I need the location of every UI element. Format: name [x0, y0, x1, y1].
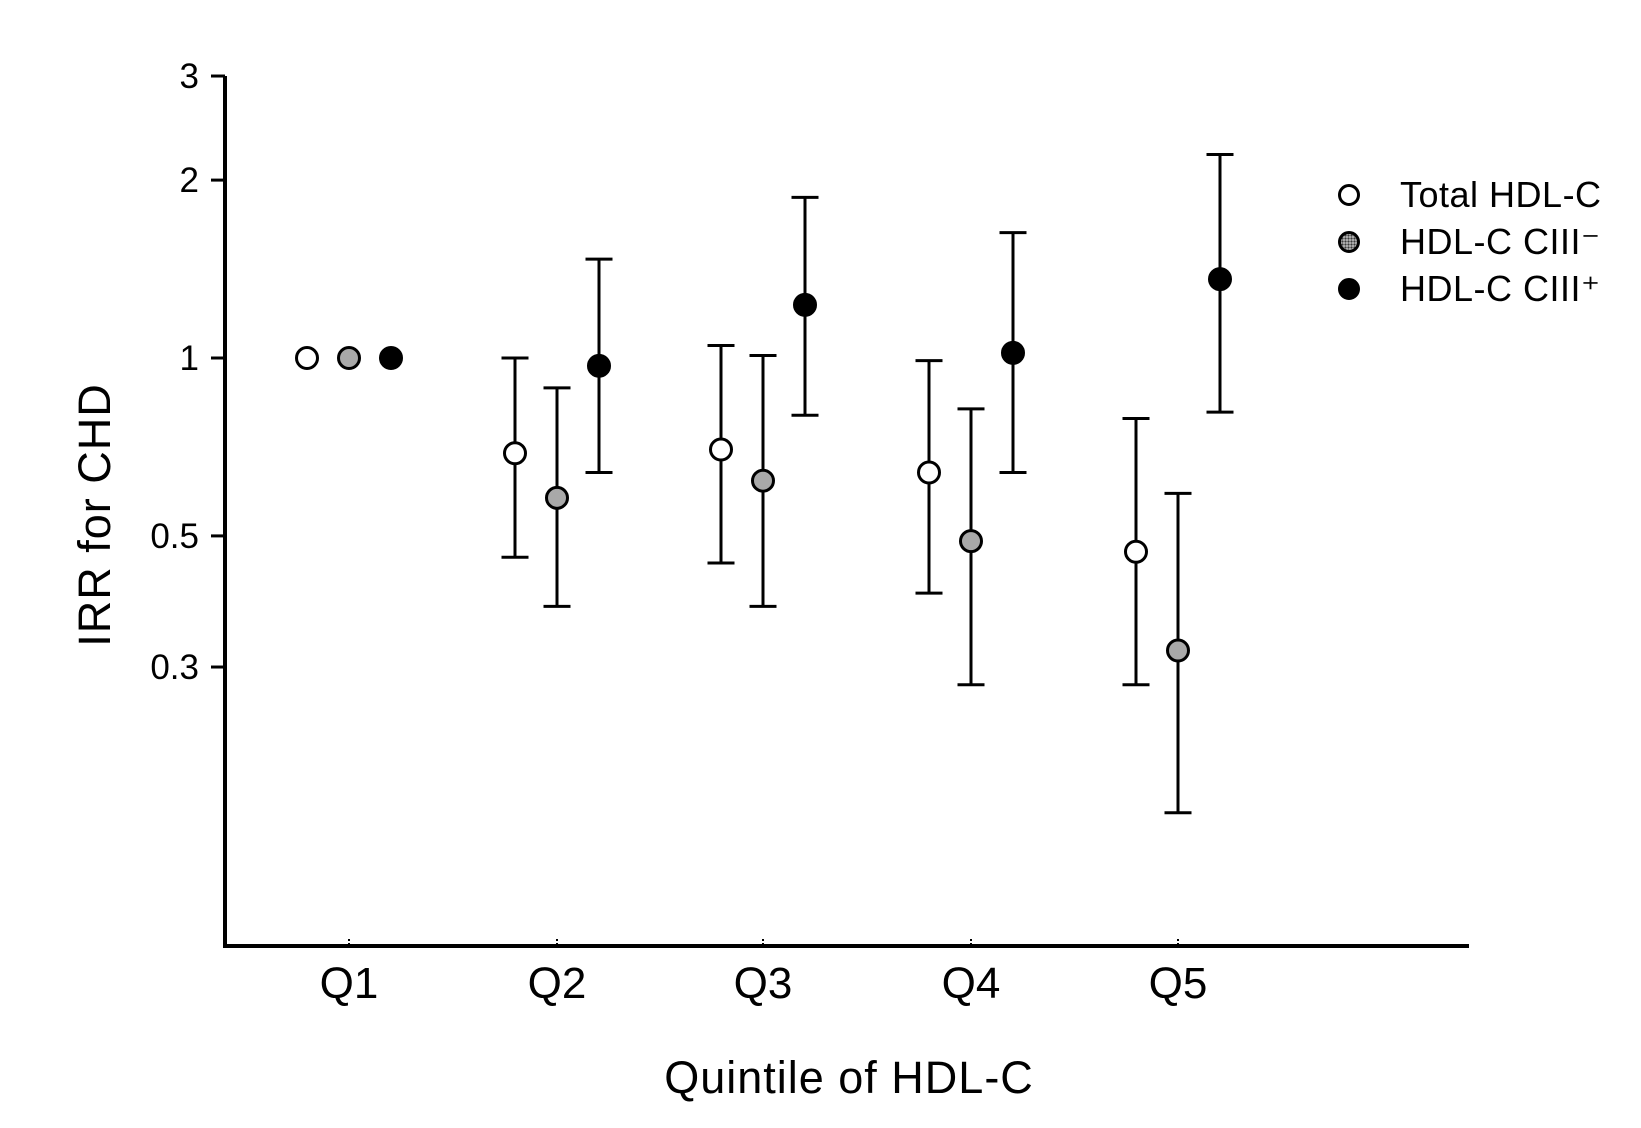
legend-item-hdl-c-ciii-plus: HDL-C CIII⁺ — [1338, 268, 1602, 309]
x-category-label: Q5 — [1149, 959, 1208, 1008]
data-point-gray-circle — [545, 485, 569, 510]
data-point-open-circle — [1124, 539, 1148, 564]
x-category-label: Q4 — [942, 959, 1001, 1008]
y-tick-label: 2 — [180, 161, 199, 200]
data-point-black-circle — [587, 353, 611, 378]
legend-item-total-hdl-c: Total HDL-C — [1338, 174, 1602, 215]
legend-label-hdl-c-ciii-plus: HDL-C CIII⁺ — [1400, 268, 1601, 309]
x-category-label: Q1 — [320, 959, 379, 1008]
data-point-black-circle — [379, 346, 403, 370]
open-circle-icon — [1338, 184, 1360, 206]
y-axis-title: IRR for CHD — [69, 383, 120, 647]
data-point-open-circle — [503, 441, 527, 466]
y-tick-label: 0.3 — [150, 648, 199, 687]
x-category-label: Q2 — [528, 959, 587, 1008]
data-point-gray-circle — [959, 529, 983, 554]
data-point-open-circle — [295, 346, 319, 370]
data-point-open-circle — [917, 460, 941, 485]
legend-label-hdl-c-ciii-minus: HDL-C CIII⁻ — [1400, 221, 1601, 262]
x-axis-title: Quintile of HDL-C — [664, 1052, 1034, 1103]
data-point-gray-circle — [1166, 638, 1190, 663]
legend-item-hdl-c-ciii-minus: HDL-C CIII⁻ — [1338, 221, 1602, 262]
y-tick-label: 3 — [180, 57, 199, 96]
legend-label-total-hdl-c: Total HDL-C — [1400, 174, 1602, 215]
data-point-open-circle — [709, 437, 733, 462]
y-tick-label: 1 — [180, 339, 199, 378]
legend: Total HDL-C HDL-C CIII⁻ HDL-C CIII⁺ — [1338, 174, 1602, 309]
data-point-black-circle — [1208, 267, 1232, 292]
data-point-gray-circle — [337, 346, 361, 370]
gray-circle-icon — [1338, 231, 1360, 253]
y-tick-label: 0.5 — [150, 517, 199, 556]
data-point-gray-circle — [751, 468, 775, 493]
data-point-black-circle — [1001, 340, 1025, 365]
black-circle-icon — [1338, 278, 1360, 300]
data-point-black-circle — [793, 292, 817, 317]
x-category-label: Q3 — [734, 959, 793, 1008]
